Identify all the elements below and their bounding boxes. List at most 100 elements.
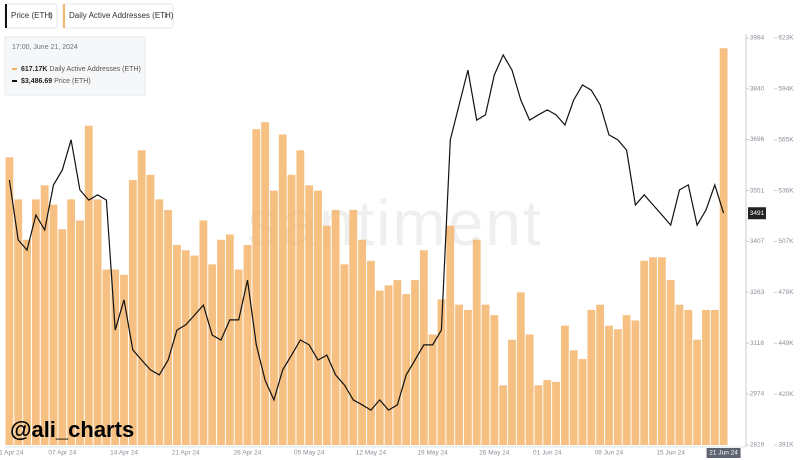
x-tick-label: 21 Apr 24 (172, 450, 200, 457)
y-tick-label: 3840 (750, 85, 765, 92)
tooltip-value: $3,486.69 (21, 78, 52, 85)
y-tick-label: 3118 (750, 340, 764, 347)
bar (437, 299, 446, 445)
bar (208, 264, 217, 445)
bar (111, 269, 120, 445)
bar (657, 257, 666, 445)
bar (649, 257, 657, 445)
x-tick-label: 12 May 24 (356, 450, 387, 457)
bar (684, 309, 693, 445)
y-tick-label: 3263 (750, 289, 765, 296)
credit: @ali_charts (10, 417, 134, 442)
bar (666, 280, 675, 445)
tooltip-name: Daily Active Addresses (ETH) (49, 66, 140, 73)
price-line (8, 53, 725, 411)
bar (490, 315, 499, 445)
bar (446, 225, 455, 445)
bar (296, 150, 305, 445)
y2-tick-label: 449K (778, 340, 794, 347)
y2-tick-label: 623K (778, 35, 794, 42)
x-tick-label: 28 Apr 24 (234, 450, 262, 457)
legend-arrows: ⇕ (163, 12, 169, 20)
legend-label: Daily Active Addresses (ETH) (69, 11, 174, 20)
y-tick-label: 2974 (750, 391, 765, 398)
tooltip-swatch (12, 68, 17, 70)
x-tick-label: 19 May 24 (417, 450, 448, 457)
legend-label: Price (ETH) (11, 11, 53, 20)
x-tick-label: 14 Apr 24 (110, 450, 138, 457)
y2-tick-label: 478K (778, 289, 794, 296)
bar (631, 320, 640, 445)
x-label-highlight (706, 448, 741, 458)
bar (199, 220, 208, 445)
bar (217, 239, 225, 445)
bar (596, 304, 605, 445)
bar (411, 280, 419, 445)
bar (164, 209, 173, 445)
bar (349, 209, 358, 445)
tooltip-time: 17:00, June 21, 2024 (12, 44, 78, 51)
bar (190, 255, 199, 445)
bar (31, 199, 40, 445)
bar (455, 304, 463, 445)
bar (622, 315, 631, 445)
bar (543, 380, 552, 445)
bar (675, 304, 684, 445)
bar (428, 334, 437, 445)
tooltip-item: $3,486.69 Price (ETH) (21, 78, 91, 85)
y2-tick-label: 536K (778, 187, 794, 194)
bar (322, 225, 331, 445)
bar (560, 325, 569, 445)
legend-arrows: ⇕ (47, 12, 53, 20)
price-tag-bg (748, 207, 766, 220)
bar (270, 190, 278, 445)
bar (340, 264, 349, 445)
bar (569, 350, 578, 445)
bar (481, 304, 490, 445)
bar (261, 122, 270, 445)
tooltip-item: 617.17K Daily Active Addresses (ETH) (21, 66, 141, 73)
bar (146, 174, 155, 445)
y2-tick-label: 594K (778, 86, 794, 93)
x-tick-label: 05 May 24 (294, 450, 325, 457)
bar (181, 250, 190, 445)
bar (402, 294, 411, 445)
bar (472, 239, 481, 445)
price-tag: 3491 (750, 210, 765, 217)
bar (155, 199, 164, 445)
bar (613, 329, 622, 445)
y-tick-label: 3407 (750, 238, 765, 245)
bar (516, 292, 525, 445)
tooltip-swatch (12, 80, 17, 82)
bar (49, 204, 58, 445)
bar (384, 285, 393, 445)
legend-swatch (63, 4, 65, 28)
y-tick-label: 2829 (750, 442, 765, 449)
bar (287, 174, 296, 445)
bar (314, 190, 322, 445)
y-tick-label: 3984 (750, 35, 765, 42)
x-tick-label: 01 Jun 24 (533, 450, 562, 457)
bar (278, 134, 287, 446)
bar (419, 250, 428, 445)
y2-tick-label: 565K (778, 136, 794, 143)
watermark: santiment (247, 187, 542, 259)
tooltip-name: Price (ETH) (54, 78, 91, 85)
bar (23, 239, 31, 445)
bar (5, 157, 14, 446)
bar (234, 269, 243, 445)
bar (393, 280, 402, 445)
bar (693, 339, 702, 445)
bar (525, 334, 534, 445)
bar (367, 260, 375, 445)
bar (578, 359, 587, 445)
bar (137, 150, 146, 445)
bar (93, 199, 102, 445)
bar (252, 129, 261, 446)
bar (120, 274, 128, 445)
bar (710, 309, 719, 445)
bar (375, 290, 384, 445)
bar (58, 229, 67, 445)
bar (173, 245, 181, 445)
